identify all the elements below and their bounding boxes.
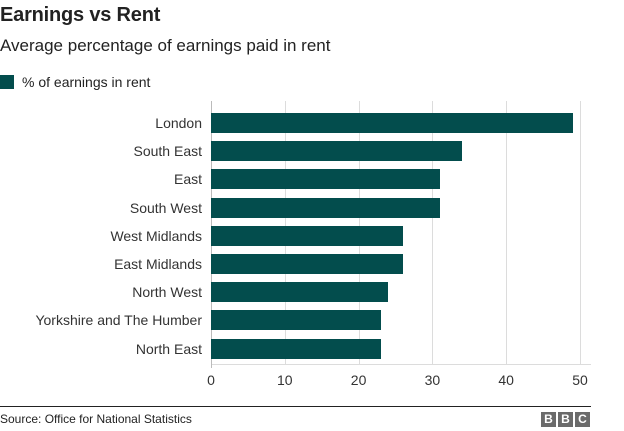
x-tick-label: 20 <box>350 372 367 388</box>
gridline <box>432 101 434 364</box>
x-tick-label: 50 <box>572 372 588 388</box>
bbc-logo-letter: B <box>541 412 556 427</box>
bar <box>211 169 440 190</box>
category-label: South West <box>129 199 202 216</box>
chart-subtitle: Average percentage of earnings paid in r… <box>0 36 331 55</box>
legend-swatch <box>0 75 14 89</box>
category-label: South East <box>133 143 203 160</box>
category-label: North West <box>132 284 202 301</box>
gridline <box>506 101 508 364</box>
x-tick-label: 10 <box>277 372 293 388</box>
source-note: Source: Office for National Statistics <box>0 412 192 426</box>
bbc-logo-letter: B <box>558 412 573 427</box>
bbc-logo: B B C <box>541 412 590 427</box>
bar <box>211 113 573 133</box>
bar <box>211 254 403 274</box>
x-axis-line <box>211 364 591 365</box>
bar <box>211 282 389 303</box>
chart-title: Earnings vs Rent <box>0 4 161 26</box>
category-label: Yorkshire and The Humber <box>35 312 202 329</box>
bar <box>211 338 381 359</box>
bar <box>211 141 462 162</box>
legend: % of earnings in rent <box>0 74 150 90</box>
category-label: East <box>173 171 202 188</box>
bar <box>211 310 381 331</box>
x-tick-label: 30 <box>424 372 441 388</box>
legend-label: % of earnings in rent <box>22 74 151 90</box>
category-label: London <box>155 115 202 131</box>
plot-area <box>211 101 591 368</box>
bar <box>211 197 440 218</box>
bbc-logo-letter: C <box>575 412 590 427</box>
bar <box>211 225 403 246</box>
category-label: West Midlands <box>110 227 202 244</box>
x-tick-label: 0 <box>207 372 215 388</box>
x-tick-label: 40 <box>498 372 514 388</box>
category-label: East Midlands <box>114 256 202 272</box>
gridline <box>580 101 581 364</box>
footer-divider <box>0 406 591 407</box>
category-label: North East <box>135 340 202 357</box>
